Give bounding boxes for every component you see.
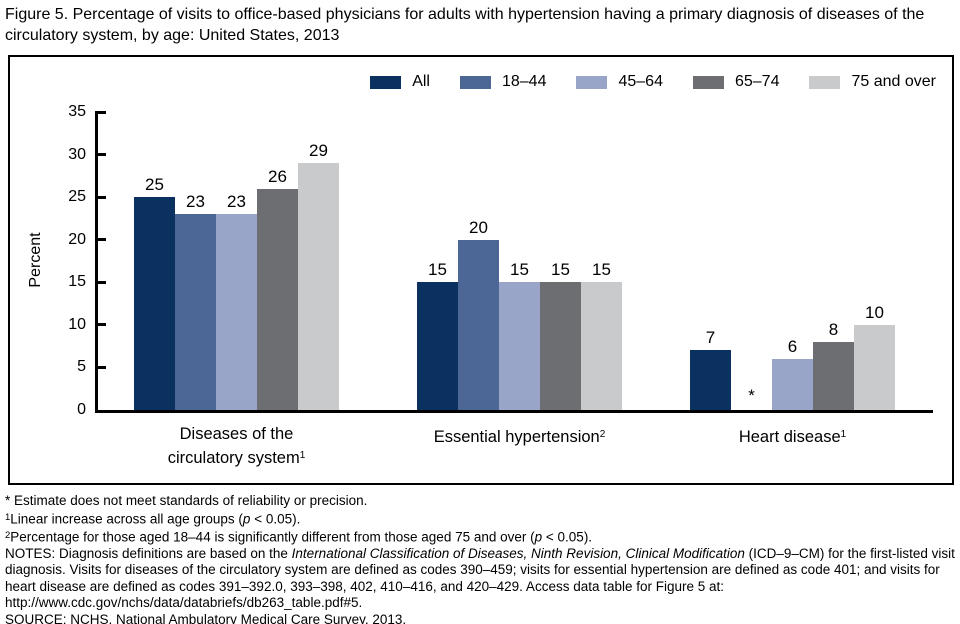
footnote-notes: NOTES: Diagnosis definitions are based o… bbox=[5, 545, 955, 611]
legend-item-all: All bbox=[370, 73, 430, 91]
footnotes: * Estimate does not meet standards of re… bbox=[5, 493, 955, 624]
y-axis-tick-label: 15 bbox=[68, 273, 86, 291]
legend-item-75-and-over: 75 and over bbox=[809, 73, 936, 91]
bar-18-44-diseases-of-the-circulatory-system bbox=[175, 214, 216, 410]
footnote-footnote-1: 1Linear increase across all age groups (… bbox=[5, 511, 301, 526]
figure-title: Figure 5. Percentage of visits to office… bbox=[5, 6, 925, 44]
y-axis-tick-label: 30 bbox=[68, 145, 86, 163]
y-axis-tick bbox=[95, 195, 106, 199]
bar-45-64-diseases-of-the-circulatory-system bbox=[216, 214, 257, 410]
y-axis-tick bbox=[95, 238, 106, 242]
bar-value-label: 8 bbox=[828, 319, 839, 339]
bar-65-74-essential-hypertension bbox=[540, 282, 581, 410]
chart-legend: All 18–44 45–64 65–74 75 and over bbox=[370, 73, 936, 91]
legend-swatch-icon bbox=[576, 75, 608, 89]
y-axis-tick-label: 35 bbox=[68, 103, 86, 120]
legend-label: All bbox=[412, 73, 430, 90]
missing-estimate-marker: * bbox=[748, 386, 755, 405]
legend-item-65-74: 65–74 bbox=[692, 73, 780, 91]
y-axis-tick bbox=[95, 365, 106, 369]
legend-label: 65–74 bbox=[734, 73, 780, 90]
y-axis-tick-label: 0 bbox=[77, 401, 86, 418]
legend-label: 75 and over bbox=[851, 73, 936, 90]
y-axis-tick bbox=[95, 110, 106, 114]
bar-value-label: 23 bbox=[227, 192, 246, 212]
bar-value-label: 15 bbox=[592, 260, 611, 280]
y-axis-tick bbox=[95, 323, 106, 327]
x-category-label-diseases-of-the-circulatory-system: Diseases of the circulatory system1 bbox=[167, 425, 306, 467]
bar-value-label: 7 bbox=[705, 328, 716, 348]
x-axis-line bbox=[95, 410, 933, 413]
bar-value-label: 20 bbox=[469, 217, 488, 237]
bar-value-label: 15 bbox=[551, 260, 570, 280]
legend-label: 45–64 bbox=[618, 73, 663, 90]
bar-value-label: 6 bbox=[787, 336, 798, 356]
y-axis-tick-label: 25 bbox=[68, 188, 86, 206]
bar-value-label: 15 bbox=[510, 260, 529, 280]
bar-all-diseases-of-the-circulatory-system bbox=[134, 197, 175, 410]
bar-65-74-diseases-of-the-circulatory-system bbox=[257, 188, 298, 410]
legend-swatch-icon bbox=[692, 75, 724, 89]
bar-45-64-essential-hypertension bbox=[499, 282, 540, 410]
legend-swatch-icon bbox=[459, 75, 491, 89]
bar-75-and-over-diseases-of-the-circulatory-system bbox=[298, 163, 339, 410]
bar-all-essential-hypertension bbox=[417, 282, 458, 410]
legend-swatch-icon bbox=[809, 75, 841, 89]
footnote-asterisk-note: * Estimate does not meet standards of re… bbox=[5, 493, 368, 508]
bar-value-label: 29 bbox=[309, 141, 328, 161]
bar-value-label: 25 bbox=[145, 175, 164, 195]
plot-area: Percent 0 5 10 15 20 25 30 35 25 23 23 26 29 Diseases… bbox=[10, 57, 952, 483]
footnote-source: SOURCE: NCHS, National Ambulatory Medica… bbox=[5, 611, 407, 624]
bar-value-label: 10 bbox=[865, 302, 884, 322]
x-category-label-heart-disease: Heart disease1 bbox=[738, 428, 847, 446]
bar-value-label: 15 bbox=[428, 260, 447, 280]
legend-swatch-icon bbox=[370, 75, 402, 89]
y-axis-line bbox=[95, 112, 98, 413]
bar-value-label: 23 bbox=[186, 192, 205, 212]
bar-65-74-heart-disease bbox=[813, 341, 854, 410]
bar-value-label: 26 bbox=[268, 166, 287, 186]
y-axis-tick bbox=[95, 280, 106, 284]
legend-label: 18–44 bbox=[501, 73, 547, 90]
bar-all-heart-disease bbox=[690, 350, 731, 410]
footnote-footnote-2: 2Percentage for those aged 18–44 is sign… bbox=[5, 529, 593, 544]
y-axis-tick-label: 5 bbox=[77, 358, 86, 376]
bar-75-and-over-heart-disease bbox=[854, 324, 895, 410]
x-category-label-essential-hypertension: Essential hypertension2 bbox=[433, 428, 606, 446]
bar-18-44-essential-hypertension bbox=[458, 239, 499, 410]
y-axis-tick-label: 10 bbox=[68, 315, 86, 333]
bar-45-64-heart-disease bbox=[772, 358, 813, 410]
legend-item-18-44: 18–44 bbox=[459, 73, 547, 91]
y-axis-tick bbox=[95, 153, 106, 157]
legend-item-45-64: 45–64 bbox=[576, 73, 663, 91]
bar-75-and-over-essential-hypertension bbox=[581, 282, 622, 410]
y-axis-tick-label: 20 bbox=[68, 230, 86, 248]
